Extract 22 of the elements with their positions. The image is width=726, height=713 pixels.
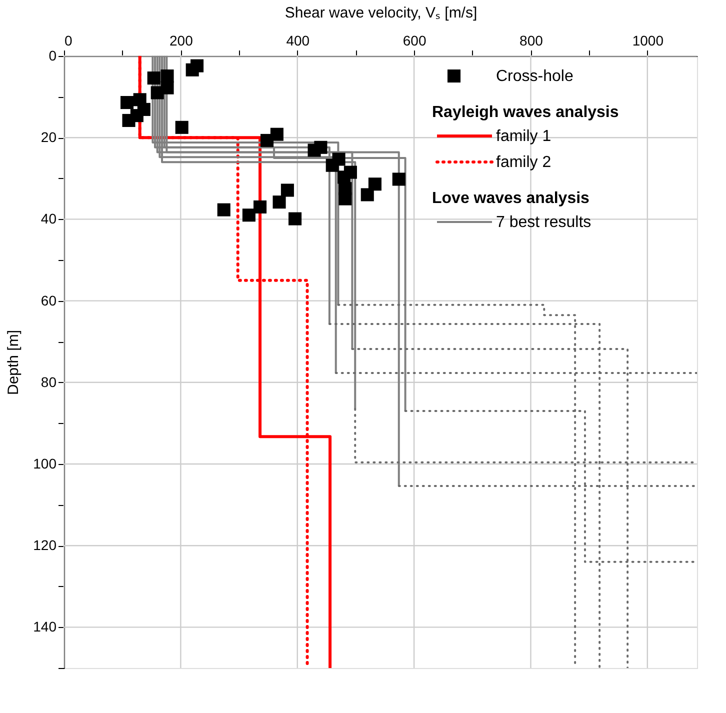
x-axis-title: Shear wave velocity, Vₛ [m/s] (284, 4, 478, 22)
annotation: Love waves analysis (432, 190, 590, 207)
x-tick-label: 400 (286, 32, 310, 48)
legend-label: family 2 (496, 154, 552, 171)
y-tick-label: 40 (40, 210, 57, 227)
y-tick-label: 120 (33, 537, 57, 554)
y-tick-label: 0 (48, 48, 57, 64)
legend-label: Cross-hole (496, 68, 574, 85)
legend-label: 7 best results (496, 214, 592, 231)
x-tick-label: 0 (64, 32, 72, 48)
y-tick-label: 140 (33, 618, 57, 635)
annotation: Rayleigh waves analysis (432, 104, 619, 121)
y-tick-label: 60 (40, 292, 57, 308)
y-axis-title: Depth [m] (5, 330, 22, 396)
x-tick-label: 800 (520, 32, 544, 48)
y-tick-label: 20 (40, 129, 57, 146)
y-tick-label: 80 (40, 374, 57, 390)
x-tick-label: 600 (402, 32, 426, 48)
x-tick-label: 1000 (632, 32, 664, 48)
y-tick-label: 100 (33, 456, 57, 472)
x-tick-label: 200 (170, 32, 194, 48)
legend-label: family 1 (496, 128, 552, 145)
